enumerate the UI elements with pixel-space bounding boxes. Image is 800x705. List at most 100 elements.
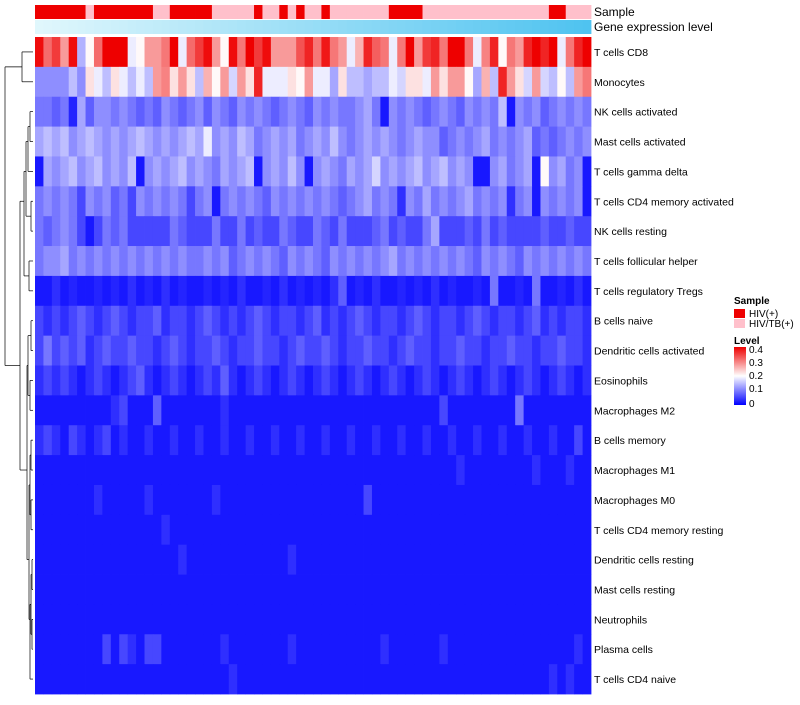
heatmap-cell — [321, 634, 331, 665]
heatmap-cell — [144, 395, 154, 426]
heatmap-cell — [270, 66, 280, 98]
sample-annotation-cell — [195, 5, 204, 19]
heatmap-cell — [279, 574, 289, 605]
heatmap-cell — [136, 425, 145, 456]
heatmap-cell — [397, 66, 407, 98]
heatmap-cell — [523, 514, 533, 546]
heatmap-cell — [77, 484, 86, 516]
heatmap-cell — [540, 246, 550, 277]
expression-annotation-cell — [304, 20, 314, 34]
heatmap-cell — [380, 455, 390, 486]
heatmap-cell — [60, 574, 70, 605]
heatmap-cell — [430, 634, 440, 665]
heatmap-cell — [203, 246, 213, 277]
heatmap-cell — [523, 66, 533, 98]
row-label: B cells memory — [594, 435, 667, 447]
heatmap-cell — [161, 634, 171, 665]
heatmap-cell — [414, 395, 423, 426]
heatmap-cell — [371, 574, 381, 605]
heatmap-cell — [136, 544, 145, 575]
heatmap-cell — [582, 455, 592, 486]
heatmap-cell — [110, 275, 120, 307]
heatmap-cell — [582, 544, 592, 575]
heatmap-cell — [228, 484, 238, 516]
heatmap-cell — [203, 156, 213, 187]
heatmap-cell — [371, 66, 381, 98]
heatmap-cell — [430, 246, 440, 277]
heatmap-cell — [203, 395, 213, 426]
heatmap-cell — [77, 216, 86, 247]
heatmap-cell — [119, 186, 129, 217]
heatmap-cell — [245, 275, 255, 307]
heatmap-cell — [60, 216, 70, 247]
heatmap-cell — [279, 126, 289, 157]
heatmap-cell — [211, 574, 221, 605]
heatmap-cell — [355, 186, 364, 217]
heatmap-cell — [380, 514, 390, 546]
heatmap-cell — [405, 514, 415, 546]
heatmap-cell — [152, 246, 162, 277]
heatmap-cell — [405, 335, 415, 366]
heatmap-cell — [237, 634, 246, 665]
heatmap-cell — [414, 216, 423, 247]
heatmap-cell — [540, 37, 550, 68]
expression-annotation-cell — [93, 20, 103, 34]
heatmap-cell — [152, 395, 162, 426]
heatmap-cell — [304, 425, 314, 456]
heatmap-cell — [414, 425, 423, 456]
heatmap-cell — [498, 455, 508, 486]
heatmap-cell — [161, 246, 171, 277]
heatmap-cell — [237, 37, 246, 68]
heatmap-cell — [77, 275, 86, 307]
heatmap-cell — [346, 365, 356, 396]
heatmap-cell — [321, 305, 331, 337]
heatmap-cell — [296, 544, 305, 575]
heatmap-cell — [548, 544, 558, 575]
heatmap-cell — [338, 156, 348, 187]
heatmap-cell — [540, 275, 550, 307]
heatmap-cell — [498, 186, 508, 217]
heatmap-cell — [363, 66, 373, 98]
heatmap-cell — [532, 66, 541, 98]
heatmap-cell — [85, 305, 95, 337]
heatmap-cell — [152, 96, 162, 127]
heatmap-cell — [35, 544, 44, 575]
heatmap-cell — [35, 604, 44, 635]
heatmap-cell — [51, 664, 61, 695]
heatmap-cell — [548, 365, 558, 396]
row-label: T cells CD4 naive — [594, 674, 676, 686]
heatmap-cell — [388, 484, 398, 516]
heatmap-cell — [110, 604, 120, 635]
expression-annotation-cell — [161, 20, 171, 34]
heatmap-cell — [51, 305, 61, 337]
heatmap-cell — [161, 514, 171, 546]
heatmap-cell — [211, 634, 221, 665]
heatmap-cell — [85, 395, 95, 426]
heatmap-cell — [329, 395, 339, 426]
heatmap-cell — [296, 484, 305, 516]
heatmap-cell — [506, 484, 516, 516]
heatmap-cell — [371, 604, 381, 635]
heatmap-cell — [186, 275, 196, 307]
heatmap-cell — [548, 604, 558, 635]
heatmap-cell — [414, 604, 423, 635]
heatmap-cell — [481, 664, 491, 695]
heatmap-cell — [481, 425, 491, 456]
heatmap-cell — [136, 37, 145, 68]
heatmap-cell — [245, 37, 255, 68]
sample-annotation-cell — [313, 5, 322, 19]
heatmap-cell — [195, 544, 204, 575]
heatmap-cell — [195, 156, 204, 187]
heatmap-cell — [574, 425, 583, 456]
heatmap-cell — [68, 275, 78, 307]
heatmap-cell — [254, 275, 263, 307]
heatmap-cell — [279, 604, 289, 635]
heatmap-cell — [397, 216, 407, 247]
heatmap-cell — [540, 395, 550, 426]
heatmap-cell — [321, 156, 331, 187]
heatmap-cell — [430, 37, 440, 68]
heatmap-cell — [136, 66, 145, 98]
heatmap-cell — [498, 574, 508, 605]
heatmap-cell — [523, 186, 533, 217]
heatmap-cell — [371, 395, 381, 426]
